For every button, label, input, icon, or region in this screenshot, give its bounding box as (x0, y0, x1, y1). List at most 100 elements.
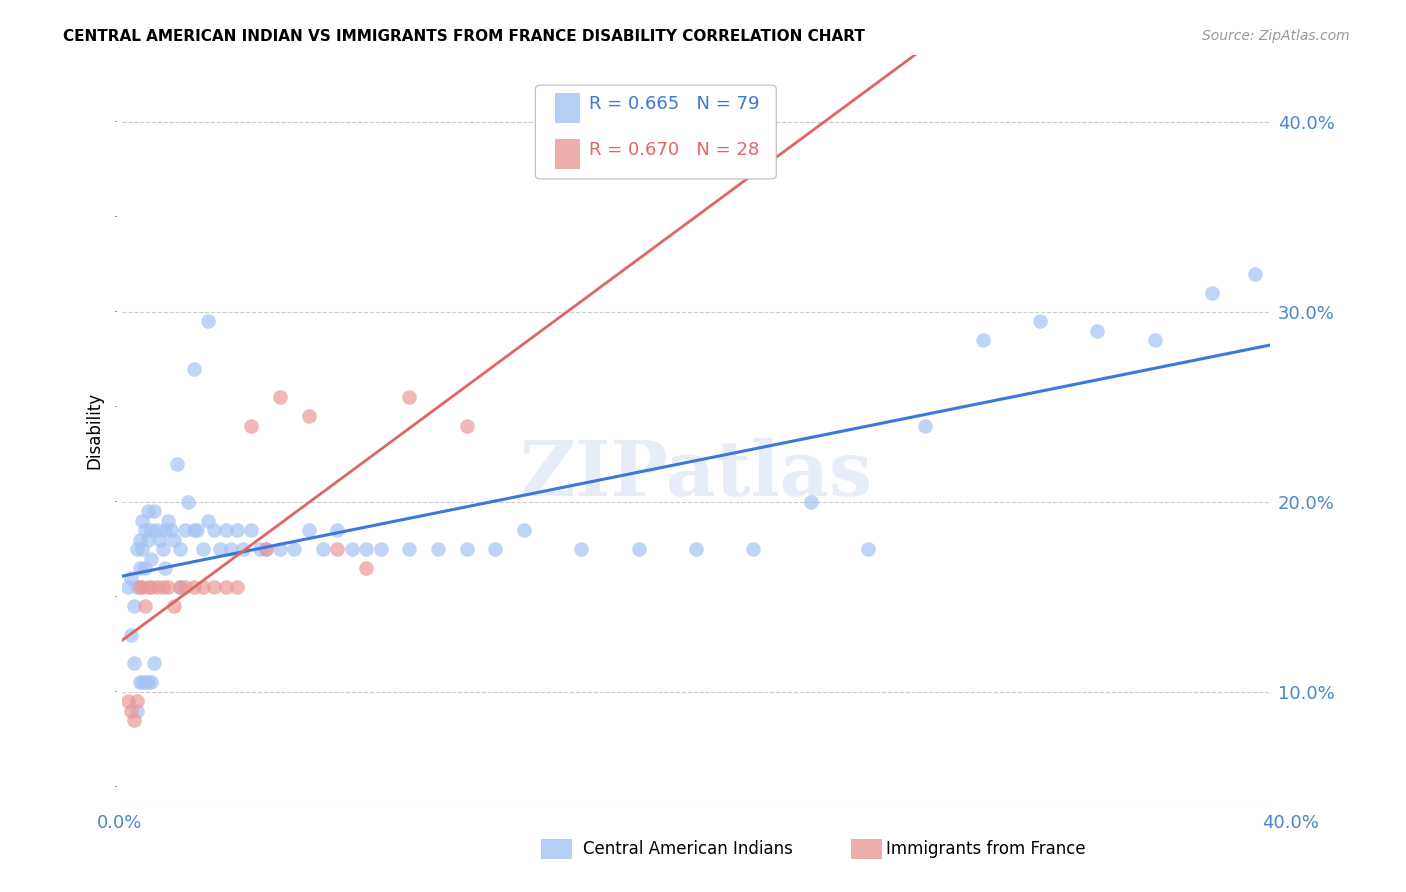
Point (125, 542, 148, 557)
Text: CENTRAL AMERICAN INDIAN VS IMMIGRANTS FROM FRANCE DISABILITY CORRELATION CHART: CENTRAL AMERICAN INDIAN VS IMMIGRANTS FR… (63, 29, 865, 44)
Point (125, 704, 148, 718)
Point (169, 580, 191, 594)
Point (174, 580, 197, 594)
Point (240, 418, 263, 433)
Point (128, 675, 150, 690)
Point (800, 494, 823, 508)
Point (685, 542, 707, 557)
Point (298, 409, 321, 424)
Point (354, 542, 377, 557)
Point (128, 561, 150, 575)
Point (221, 542, 243, 557)
Y-axis label: Disability: Disability (86, 392, 103, 469)
Point (742, 542, 765, 557)
Point (1143, 333, 1166, 347)
Point (186, 523, 208, 537)
Point (214, 580, 236, 594)
Point (183, 580, 205, 594)
Point (232, 542, 254, 557)
Point (226, 523, 249, 537)
Point (122, 599, 145, 614)
FancyBboxPatch shape (536, 85, 776, 179)
Point (117, 580, 139, 594)
Point (149, 533, 172, 547)
Point (117, 694, 139, 708)
Bar (555, 139, 581, 169)
Point (202, 523, 225, 537)
Point (254, 542, 277, 557)
Point (134, 561, 156, 575)
Point (627, 542, 650, 557)
Point (131, 514, 153, 528)
Point (169, 542, 191, 557)
Point (136, 533, 159, 547)
Text: 40.0%: 40.0% (1263, 814, 1319, 831)
Text: R = 0.670   N = 28: R = 0.670 N = 28 (589, 142, 759, 160)
Point (166, 457, 188, 471)
Point (120, 571, 142, 585)
Point (340, 542, 363, 557)
Point (139, 523, 162, 537)
Point (197, 314, 219, 328)
Point (426, 542, 449, 557)
Point (142, 656, 165, 670)
Point (152, 580, 174, 594)
Point (146, 523, 169, 537)
Point (298, 523, 321, 537)
Point (856, 542, 879, 557)
Point (456, 418, 478, 433)
Point (1244, 267, 1267, 281)
Point (208, 542, 231, 557)
Point (226, 580, 249, 594)
Point (122, 656, 145, 670)
Point (177, 494, 200, 508)
Point (191, 542, 214, 557)
Point (914, 418, 936, 433)
Point (174, 523, 197, 537)
Text: 0.0%: 0.0% (97, 814, 142, 831)
Point (120, 627, 142, 641)
Point (128, 533, 150, 547)
Point (131, 580, 153, 594)
Point (134, 599, 156, 614)
Point (183, 361, 205, 376)
Text: Source: ZipAtlas.com: Source: ZipAtlas.com (1202, 29, 1350, 43)
Point (136, 504, 159, 518)
Point (197, 514, 219, 528)
Point (139, 580, 162, 594)
Point (146, 580, 169, 594)
Point (354, 561, 377, 575)
Point (134, 675, 156, 690)
Point (569, 542, 592, 557)
Point (128, 580, 150, 594)
Point (240, 523, 263, 537)
Point (157, 580, 180, 594)
Point (312, 542, 335, 557)
Bar (555, 93, 581, 123)
Point (269, 542, 291, 557)
Point (398, 390, 420, 404)
Text: Immigrants from France: Immigrants from France (886, 840, 1085, 858)
Point (134, 523, 156, 537)
Point (1201, 285, 1223, 300)
Point (136, 675, 159, 690)
Point (120, 704, 142, 718)
Point (283, 542, 305, 557)
Point (269, 390, 291, 404)
Point (183, 523, 205, 537)
Point (214, 523, 236, 537)
Text: R = 0.665   N = 79: R = 0.665 N = 79 (589, 95, 759, 113)
Point (152, 542, 174, 557)
Point (142, 504, 165, 518)
Point (122, 713, 145, 727)
Point (163, 533, 186, 547)
Point (326, 542, 349, 557)
Point (513, 523, 536, 537)
Point (370, 542, 392, 557)
Text: ZIPatlas: ZIPatlas (519, 439, 873, 512)
Point (163, 599, 186, 614)
Point (254, 542, 277, 557)
Point (155, 523, 177, 537)
Point (131, 542, 153, 557)
Point (484, 542, 506, 557)
